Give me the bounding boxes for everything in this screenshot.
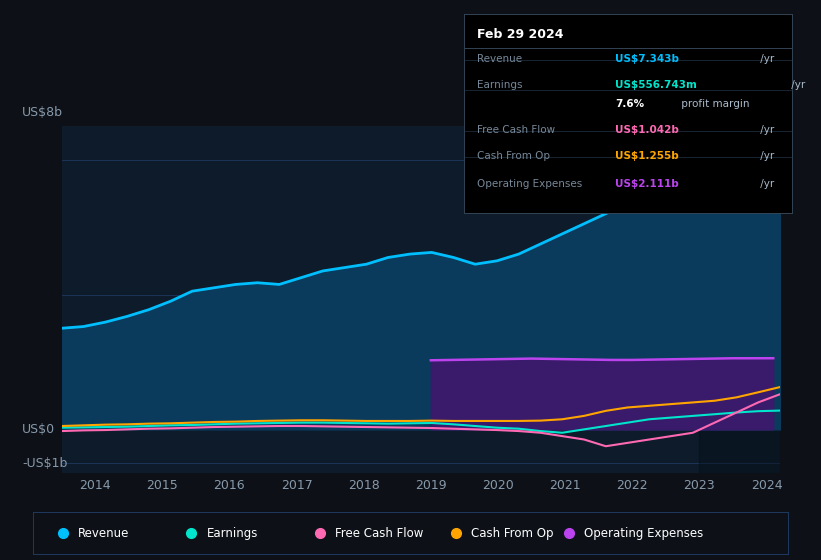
Text: US$1.255b: US$1.255b [615, 151, 679, 161]
Text: Operating Expenses: Operating Expenses [477, 179, 582, 189]
Text: Free Cash Flow: Free Cash Flow [477, 125, 555, 136]
Text: -US$1b: -US$1b [22, 456, 67, 470]
Text: Free Cash Flow: Free Cash Flow [335, 527, 424, 540]
Text: Operating Expenses: Operating Expenses [585, 527, 704, 540]
Text: US$556.743m: US$556.743m [615, 80, 697, 90]
Text: 7.6%: 7.6% [615, 100, 644, 110]
Text: /yr: /yr [757, 179, 774, 189]
Text: /yr: /yr [757, 125, 774, 136]
Text: US$8b: US$8b [22, 106, 63, 119]
Text: /yr: /yr [757, 151, 774, 161]
Bar [699, 126, 780, 473]
Text: Cash From Op: Cash From Op [477, 151, 550, 161]
Text: /yr: /yr [757, 54, 774, 64]
Text: Revenue: Revenue [477, 54, 522, 64]
Text: Earnings: Earnings [477, 80, 522, 90]
Text: US$0: US$0 [22, 423, 55, 436]
Text: US$7.343b: US$7.343b [615, 54, 679, 64]
Text: US$1.042b: US$1.042b [615, 125, 679, 136]
Text: US$2.111b: US$2.111b [615, 179, 679, 189]
Text: /yr: /yr [788, 80, 805, 90]
Text: Earnings: Earnings [207, 527, 258, 540]
Text: Cash From Op: Cash From Op [471, 527, 553, 540]
Text: profit margin: profit margin [678, 100, 750, 110]
Text: Feb 29 2024: Feb 29 2024 [477, 28, 563, 41]
Text: Revenue: Revenue [78, 527, 130, 540]
